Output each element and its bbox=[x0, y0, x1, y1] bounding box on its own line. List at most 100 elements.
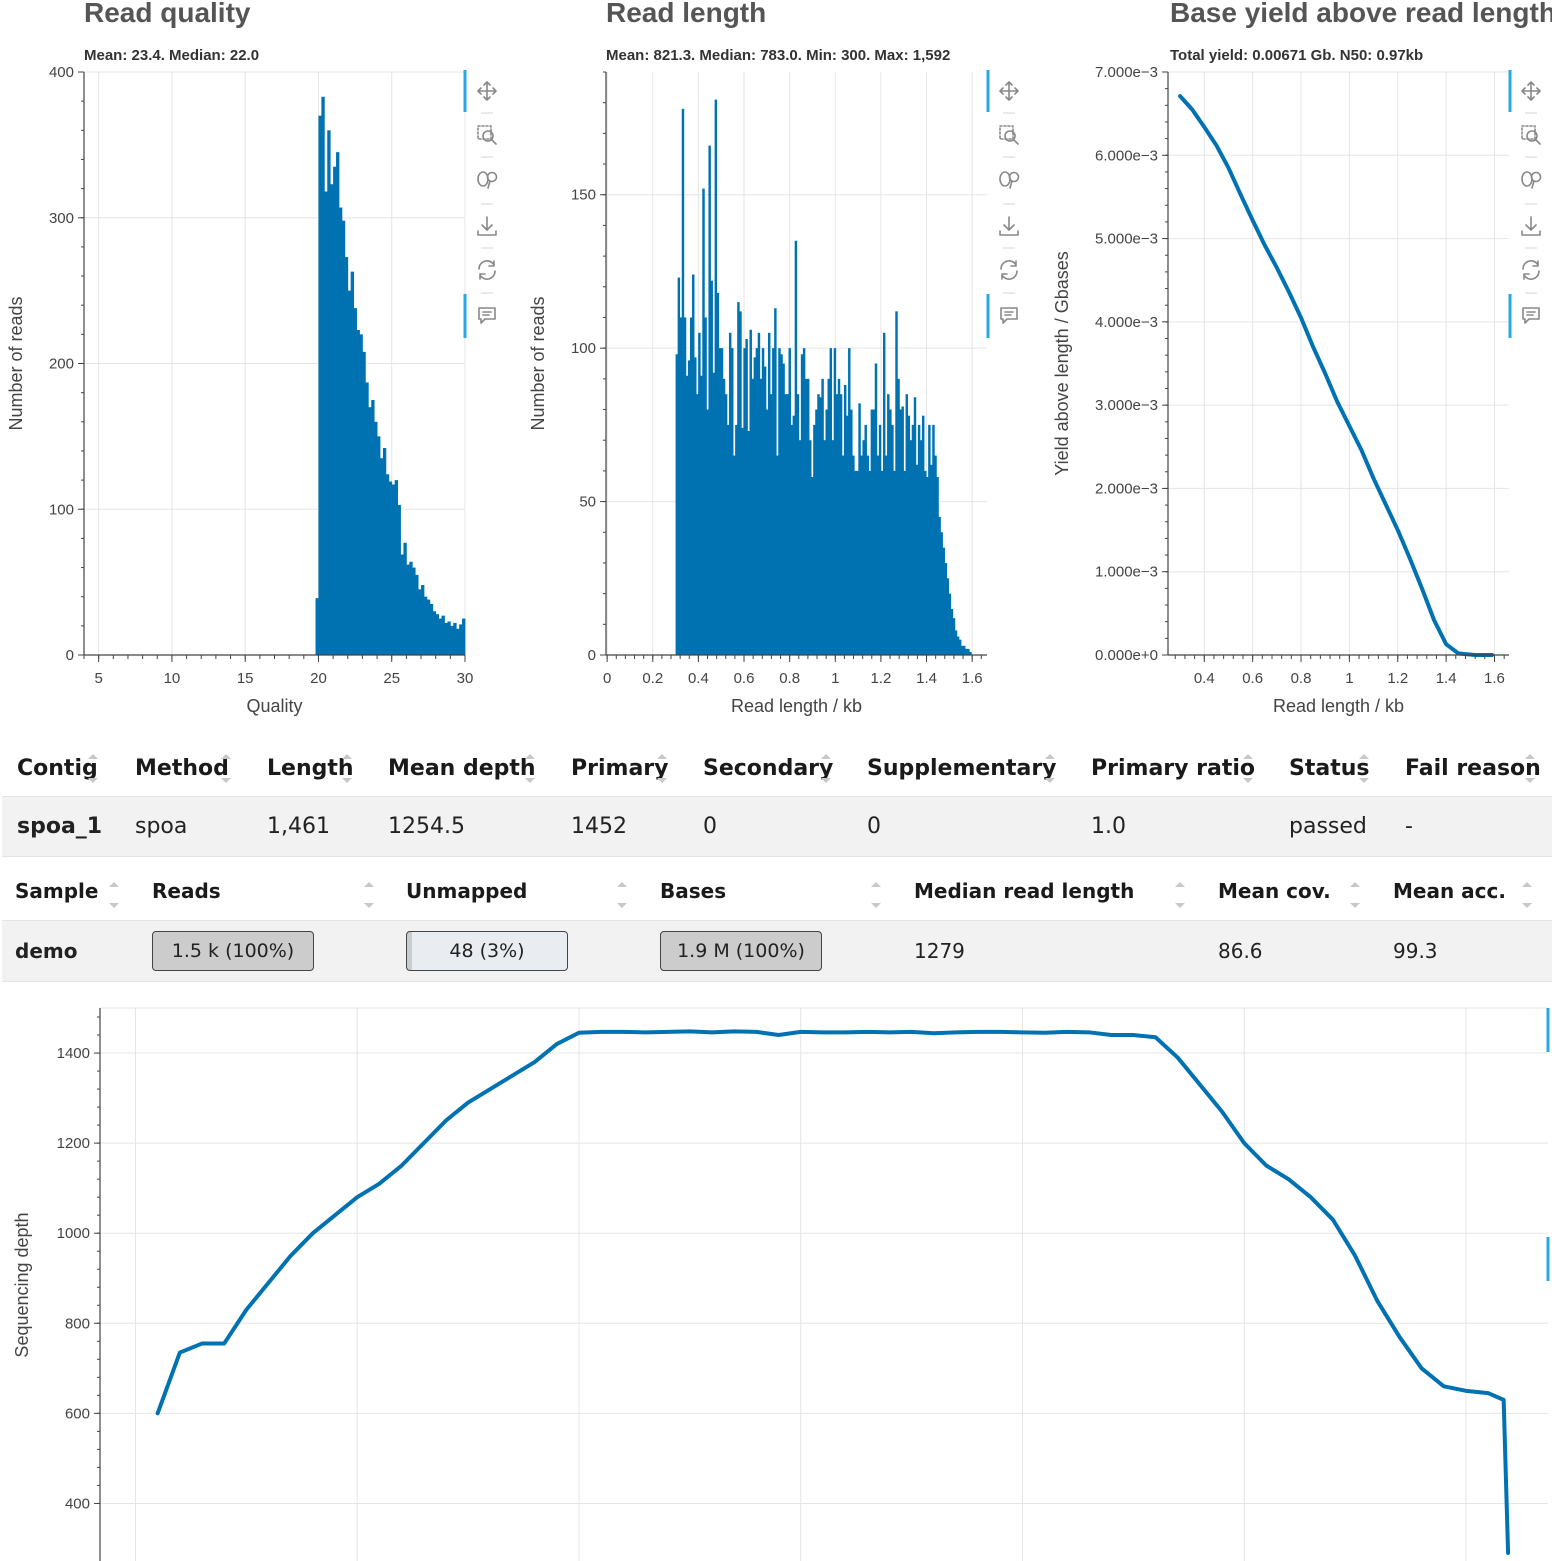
sort-arrow-icon[interactable] bbox=[821, 754, 831, 759]
sort-arrow-icon[interactable] bbox=[1525, 778, 1535, 783]
box-zoom-icon[interactable] bbox=[1521, 125, 1541, 145]
sort-arrow-icon[interactable] bbox=[657, 778, 667, 783]
sort-arrow-icon[interactable] bbox=[109, 882, 119, 887]
sort-arrow-icon[interactable] bbox=[871, 903, 881, 908]
unmapped-bar: 48 (3%) bbox=[406, 931, 568, 971]
histogram-bar bbox=[895, 311, 898, 655]
y-tick-label: 100 bbox=[49, 501, 74, 518]
sort-arrow-icon[interactable] bbox=[871, 882, 881, 887]
x-tick-label: 5 bbox=[94, 670, 102, 687]
histogram-bar bbox=[924, 470, 927, 655]
sort-arrow-icon[interactable] bbox=[221, 754, 231, 759]
sort-arrow-icon[interactable] bbox=[88, 778, 98, 783]
sort-arrow-icon[interactable] bbox=[1243, 754, 1253, 759]
sort-arrow-icon[interactable] bbox=[342, 778, 352, 783]
sort-arrow-icon[interactable] bbox=[821, 778, 831, 783]
sort-arrow-icon[interactable] bbox=[342, 754, 352, 759]
column-header-sample[interactable]: Sample bbox=[15, 879, 99, 903]
sample-table: Sample Reads Unmapped Bases Median read … bbox=[0, 862, 1552, 984]
sort-arrow-icon[interactable] bbox=[617, 882, 627, 887]
wheel-zoom-icon[interactable] bbox=[1521, 171, 1542, 189]
column-header-mean-cov[interactable]: Mean cov. bbox=[1218, 879, 1331, 903]
pan-icon[interactable] bbox=[1521, 81, 1541, 101]
histogram-bar bbox=[377, 436, 381, 655]
histogram-bar bbox=[901, 406, 904, 655]
histogram-bar bbox=[347, 290, 352, 655]
sort-arrow-icon[interactable] bbox=[1350, 903, 1360, 908]
histogram-bar bbox=[958, 639, 962, 655]
sort-arrow-icon[interactable] bbox=[525, 754, 535, 759]
sort-arrow-icon[interactable] bbox=[364, 903, 374, 908]
hover-icon[interactable] bbox=[1522, 307, 1540, 324]
chart-subtitle: Total yield: 0.00671 Gb. N50: 0.97kb bbox=[1170, 47, 1423, 64]
histogram-bar bbox=[811, 477, 814, 655]
reset-icon[interactable] bbox=[1000, 260, 1018, 280]
reset-icon[interactable] bbox=[1522, 260, 1540, 280]
cell-sample: demo bbox=[15, 939, 78, 963]
hover-icon[interactable] bbox=[1000, 307, 1018, 324]
sort-arrow-icon[interactable] bbox=[1175, 903, 1185, 908]
histogram-bar bbox=[790, 424, 794, 655]
pan-icon[interactable] bbox=[477, 81, 497, 101]
histogram-bar bbox=[897, 378, 900, 655]
histogram-bar bbox=[887, 394, 890, 655]
sort-arrow-icon[interactable] bbox=[1243, 778, 1253, 783]
sort-arrow-icon[interactable] bbox=[1359, 754, 1369, 759]
histogram-bar bbox=[905, 394, 909, 655]
x-tick-label: 0.4 bbox=[688, 670, 709, 687]
column-header-primary-ratio[interactable]: Primary ratio bbox=[1091, 755, 1256, 781]
sort-arrow-icon[interactable] bbox=[221, 778, 231, 783]
sort-arrow-icon[interactable] bbox=[364, 882, 374, 887]
sort-arrow-icon[interactable] bbox=[525, 778, 535, 783]
column-header-supplementary[interactable]: Supplementary bbox=[867, 755, 1057, 781]
histogram-bar bbox=[942, 547, 945, 655]
histogram-bar bbox=[870, 409, 874, 655]
histogram-bar bbox=[739, 311, 742, 655]
sort-arrow-icon[interactable] bbox=[1175, 882, 1185, 887]
y-axis-label: Yield above length / Gbases bbox=[1052, 251, 1072, 475]
histogram-bar bbox=[418, 589, 422, 655]
pan-icon[interactable] bbox=[999, 81, 1019, 101]
box-zoom-icon[interactable] bbox=[477, 125, 497, 145]
sort-arrow-icon[interactable] bbox=[617, 903, 627, 908]
column-header-method[interactable]: Method bbox=[135, 755, 229, 781]
save-icon[interactable] bbox=[999, 216, 1019, 236]
save-icon[interactable] bbox=[1521, 216, 1541, 236]
sort-arrow-icon[interactable] bbox=[1525, 754, 1535, 759]
column-header-mean-depth[interactable]: Mean depth bbox=[388, 755, 536, 781]
column-header-contig[interactable]: Contig bbox=[17, 755, 98, 781]
column-header-primary[interactable]: Primary bbox=[571, 755, 669, 781]
sort-arrow-icon[interactable] bbox=[1045, 778, 1055, 783]
hover-icon[interactable] bbox=[478, 307, 496, 324]
column-header-secondary[interactable]: Secondary bbox=[703, 755, 834, 781]
column-header-unmapped[interactable]: Unmapped bbox=[406, 879, 528, 903]
y-tick-label: 1.000e−3 bbox=[1095, 564, 1158, 581]
column-header-reads[interactable]: Reads bbox=[152, 879, 221, 903]
sort-arrow-icon[interactable] bbox=[1522, 882, 1532, 887]
histogram-bar bbox=[880, 470, 884, 655]
box-zoom-icon[interactable] bbox=[999, 125, 1019, 145]
column-header-median-read-length[interactable]: Median read length bbox=[914, 879, 1135, 903]
sort-arrow-icon[interactable] bbox=[1359, 778, 1369, 783]
column-header-fail-reason[interactable]: Fail reason bbox=[1405, 755, 1541, 781]
histogram-bar bbox=[374, 421, 378, 655]
sort-arrow-icon[interactable] bbox=[1045, 754, 1055, 759]
histogram-bar bbox=[846, 415, 849, 655]
column-header-bases[interactable]: Bases bbox=[660, 879, 727, 903]
sort-arrow-icon[interactable] bbox=[657, 754, 667, 759]
column-header-status[interactable]: Status bbox=[1289, 755, 1370, 781]
wheel-zoom-icon[interactable] bbox=[477, 171, 498, 189]
column-header-length[interactable]: Length bbox=[267, 755, 354, 781]
sort-arrow-icon[interactable] bbox=[88, 754, 98, 759]
reset-icon[interactable] bbox=[478, 260, 496, 280]
sort-arrow-icon[interactable] bbox=[1522, 903, 1532, 908]
histogram-bar bbox=[903, 470, 906, 655]
sort-arrow-icon[interactable] bbox=[109, 903, 119, 908]
column-header-mean-acc[interactable]: Mean acc. bbox=[1393, 879, 1506, 903]
sort-arrow-icon[interactable] bbox=[1350, 882, 1360, 887]
histogram-bar bbox=[409, 561, 413, 655]
histogram-bar bbox=[371, 399, 375, 655]
y-tick-label: 3.000e−3 bbox=[1095, 397, 1158, 414]
save-icon[interactable] bbox=[477, 216, 497, 236]
wheel-zoom-icon[interactable] bbox=[999, 171, 1020, 189]
